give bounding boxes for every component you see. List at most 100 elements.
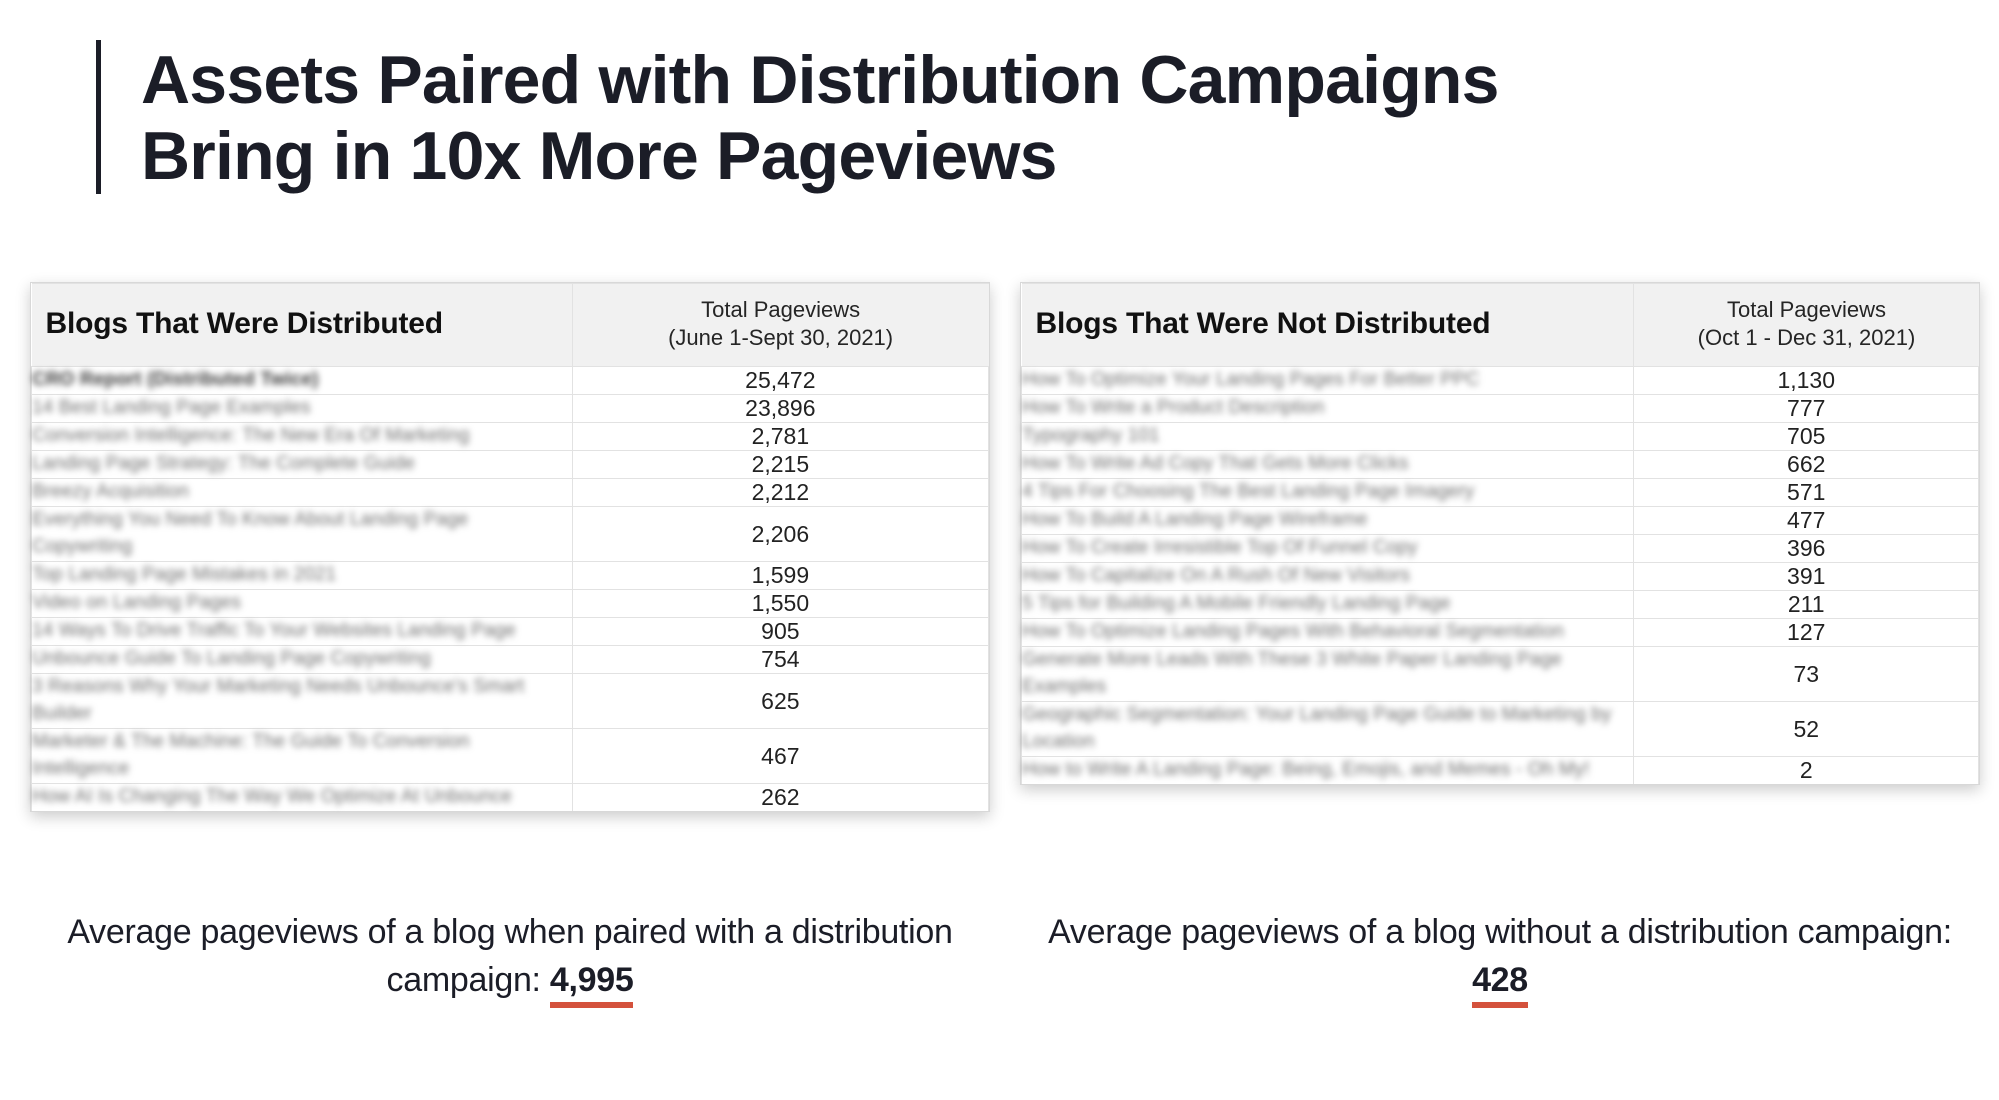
row-label-cell: 14 Ways To Drive Traffic To Your Website… <box>31 617 573 647</box>
row-label: Conversion Intelligence: The New Era Of … <box>32 425 470 447</box>
row-label-cell: CRO Report (Distributed Twice) <box>31 366 573 396</box>
table-row: How To Build A Landing Page Wireframe 477 <box>1020 506 1979 536</box>
row-label: Everything You Need To Know About Landin… <box>32 509 469 558</box>
table-header-row: Blogs That Were Distributed Total Pagevi… <box>31 282 989 368</box>
table-row: How to Write A Landing Page: Being, Emoj… <box>1020 756 1979 785</box>
row-label: How To Create Irresistible Top Of Funnel… <box>1022 537 1418 559</box>
row-label-cell: Unbounce Guide To Landing Page Copywriti… <box>31 645 573 675</box>
row-label-cell: Geographic Segmentation: Your Landing Pa… <box>1020 701 1635 758</box>
row-value: 1,130 <box>1633 366 1979 396</box>
table-row: Marketer & The Machine: The Guide To Con… <box>31 728 990 785</box>
row-label: How To Optimize Landing Pages With Behav… <box>1022 621 1564 643</box>
row-label: Breezy Acquisition <box>32 481 190 503</box>
table-row: Generate More Leads With These 3 White P… <box>1020 646 1979 703</box>
metric-header-line1: Total Pageviews <box>1726 297 1886 322</box>
column-header-name: Blogs That Were Distributed <box>31 282 573 368</box>
table-row: Top Landing Page Mistakes in 2021 1,599 <box>31 561 990 591</box>
metric-header-line2: (Oct 1 - Dec 31, 2021) <box>1697 325 1916 351</box>
caption-highlight-value: 428 <box>1472 961 1528 1009</box>
table-row: 14 Best Landing Page Examples 23,896 <box>31 394 990 424</box>
row-value: 2 <box>1633 756 1979 785</box>
table-not-distributed: Blogs That Were Not Distributed Total Pa… <box>1020 282 1979 785</box>
table-body-distributed: CRO Report (Distributed Twice) 25,472 14 … <box>31 366 990 812</box>
row-label: How To Write a Product Description <box>1022 397 1325 419</box>
column-header-metric: Total Pageviews (June 1-Sept 30, 2021) <box>571 282 989 368</box>
row-value: 2,212 <box>571 478 990 508</box>
table-row: Breezy Acquisition 2,212 <box>31 478 990 508</box>
table-row: How To Write Ad Copy That Gets More Clic… <box>1020 450 1979 480</box>
table-row: How To Optimize Landing Pages With Behav… <box>1020 618 1979 648</box>
row-label-cell: How To Capitalize On A Rush Of New Visit… <box>1020 562 1635 592</box>
row-label-cell: 4 Tips For Choosing The Best Landing Pag… <box>1020 478 1635 508</box>
row-label: How to Write A Landing Page: Being, Emoj… <box>1022 759 1590 781</box>
row-label-cell: Generate More Leads With These 3 White P… <box>1020 646 1635 703</box>
row-label-cell: Everything You Need To Know About Landin… <box>31 506 573 563</box>
row-label: Typography 101 <box>1022 425 1160 447</box>
row-label: 5 Tips for Building A Mobile Friendly La… <box>1022 593 1451 615</box>
table-body-not-distributed: How To Optimize Your Landing Pages For B… <box>1020 366 1979 785</box>
table-row: 5 Tips for Building A Mobile Friendly La… <box>1020 590 1979 620</box>
table-row: Conversion Intelligence: The New Era Of … <box>31 422 990 452</box>
row-label-cell: Marketer & The Machine: The Guide To Con… <box>31 728 573 785</box>
caption-highlight-value: 4,995 <box>549 961 634 1009</box>
row-label-cell: Conversion Intelligence: The New Era Of … <box>31 422 573 452</box>
row-label-cell: 3 Reasons Why Your Marketing Needs Unbou… <box>31 673 573 730</box>
row-label: 3 Reasons Why Your Marketing Needs Unbou… <box>32 676 525 725</box>
caption-distributed: Average pageviews of a blog when paired … <box>30 908 990 1009</box>
row-label: Geographic Segmentation: Your Landing Pa… <box>1022 704 1612 753</box>
row-label: How AI Is Changing The Way We Optimize A… <box>32 786 512 808</box>
row-value: 396 <box>1633 534 1979 564</box>
table-distributed: Blogs That Were Distributed Total Pagevi… <box>31 282 990 812</box>
row-value: 23,896 <box>571 394 990 424</box>
row-value: 625 <box>571 673 990 730</box>
caption-text: Average pageviews of a blog without a di… <box>1048 913 1952 951</box>
title-accent-rule <box>96 40 101 195</box>
row-label-cell: How To Optimize Your Landing Pages For B… <box>1020 366 1635 396</box>
row-value: 1,599 <box>571 561 990 591</box>
table-row: CRO Report (Distributed Twice) 25,472 <box>31 366 990 396</box>
row-label-cell: How To Create Irresistible Top Of Funnel… <box>1020 534 1635 564</box>
row-value: 705 <box>1633 422 1979 452</box>
table-row: Everything You Need To Know About Landin… <box>31 506 990 563</box>
row-value: 127 <box>1633 618 1979 648</box>
table-header-row: Blogs That Were Not Distributed Total Pa… <box>1021 282 1979 368</box>
row-label-cell: Typography 101 <box>1020 422 1635 452</box>
table-row: How To Write a Product Description 777 <box>1020 394 1979 424</box>
row-value: 2,206 <box>571 506 990 563</box>
row-value: 73 <box>1633 646 1979 703</box>
row-value: 571 <box>1633 478 1979 508</box>
table-row: Landing Page Strategy: The Complete Guid… <box>31 450 990 480</box>
row-value: 52 <box>1633 701 1979 758</box>
table-row: How To Create Irresistible Top Of Funnel… <box>1020 534 1979 564</box>
page-title: Assets Paired with Distribution Campaign… <box>96 40 1499 195</box>
row-label-cell: Landing Page Strategy: The Complete Guid… <box>31 450 573 480</box>
table-row: Geographic Segmentation: Your Landing Pa… <box>1020 701 1979 758</box>
row-label-cell: 14 Best Landing Page Examples <box>31 394 573 424</box>
table-panel-distributed: Blogs That Were Distributed Total Pagevi… <box>30 282 990 813</box>
row-label: Marketer & The Machine: The Guide To Con… <box>32 731 470 780</box>
caption-text: Average pageviews of a blog when paired … <box>67 913 953 1000</box>
row-label-cell: How To Optimize Landing Pages With Behav… <box>1020 618 1635 648</box>
metric-header-line2: (June 1-Sept 30, 2021) <box>668 325 894 351</box>
row-value: 477 <box>1633 506 1979 536</box>
row-label-cell: Video on Landing Pages <box>31 589 573 619</box>
row-value: 262 <box>571 783 990 812</box>
row-label-cell: How To Write a Product Description <box>1020 394 1635 424</box>
row-value: 467 <box>571 728 990 785</box>
row-label-cell: 5 Tips for Building A Mobile Friendly La… <box>1020 590 1635 620</box>
row-label: How To Write Ad Copy That Gets More Clic… <box>1022 453 1409 475</box>
row-label: Unbounce Guide To Landing Page Copywriti… <box>32 648 431 670</box>
row-label-cell: How AI Is Changing The Way We Optimize A… <box>31 783 573 812</box>
table-row: 14 Ways To Drive Traffic To Your Website… <box>31 617 990 647</box>
row-value: 211 <box>1633 590 1979 620</box>
row-value: 25,472 <box>571 366 990 396</box>
table-row: Unbounce Guide To Landing Page Copywriti… <box>31 645 990 675</box>
row-value: 777 <box>1633 394 1979 424</box>
row-label-cell: Breezy Acquisition <box>31 478 573 508</box>
row-label: Video on Landing Pages <box>32 592 241 614</box>
row-value: 754 <box>571 645 990 675</box>
row-label-cell: How to Write A Landing Page: Being, Emoj… <box>1020 756 1635 785</box>
table-row: 3 Reasons Why Your Marketing Needs Unbou… <box>31 673 990 730</box>
row-value: 2,781 <box>571 422 990 452</box>
row-value: 1,550 <box>571 589 990 619</box>
